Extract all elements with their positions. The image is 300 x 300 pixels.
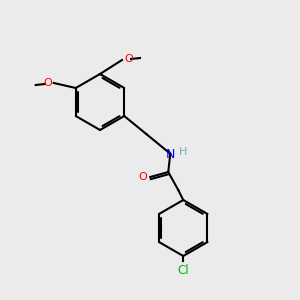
Text: O: O: [139, 172, 147, 182]
Text: O: O: [43, 78, 52, 88]
Text: N: N: [166, 148, 175, 160]
Text: O: O: [124, 54, 133, 64]
Text: Cl: Cl: [177, 264, 189, 277]
Text: H: H: [179, 147, 188, 157]
